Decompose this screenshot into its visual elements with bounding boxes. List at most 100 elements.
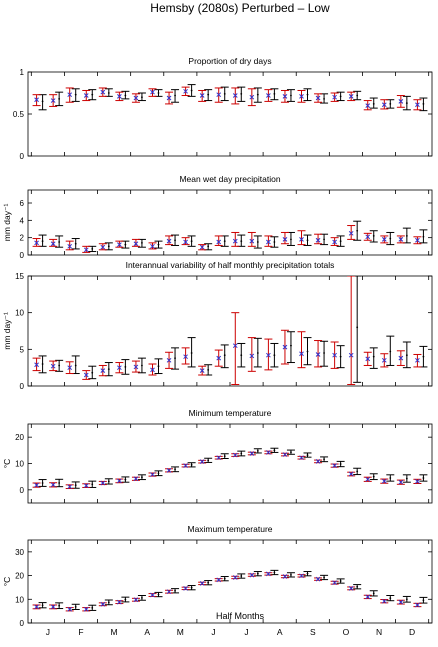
model-errorbar bbox=[264, 89, 273, 102]
observed-errorbar bbox=[419, 596, 428, 604]
observed-errorbar bbox=[320, 93, 329, 104]
observed-errorbar bbox=[402, 341, 411, 369]
observed-errorbar bbox=[320, 456, 329, 463]
mean-marker bbox=[216, 239, 222, 245]
mean-dot bbox=[240, 575, 243, 577]
mean-dot bbox=[74, 242, 77, 245]
mean-marker bbox=[100, 368, 106, 373]
mean-dot bbox=[174, 589, 176, 592]
mean-marker bbox=[232, 575, 238, 580]
mean-marker bbox=[34, 240, 39, 246]
panel-2: Mean wet day precipitation 0 2 4 6 mm day⁻¹ bbox=[2, 174, 433, 260]
observed-errorbar bbox=[286, 572, 295, 578]
mean-marker bbox=[117, 365, 122, 371]
observed-errorbar bbox=[187, 235, 196, 247]
model-errorbar bbox=[131, 476, 140, 482]
mean-dot bbox=[58, 364, 61, 367]
mean-dot bbox=[174, 357, 176, 360]
observed-errorbar bbox=[204, 243, 213, 251]
mean-dot bbox=[290, 573, 292, 576]
observed-errorbar bbox=[320, 233, 329, 246]
mean-dot bbox=[290, 238, 292, 241]
mean-dot bbox=[41, 604, 44, 607]
mean-dot bbox=[389, 103, 392, 105]
observed-errorbar bbox=[353, 90, 362, 101]
mean-dot bbox=[41, 482, 44, 484]
model-errorbar bbox=[314, 93, 323, 103]
mean-marker bbox=[83, 247, 89, 253]
mean-marker bbox=[332, 352, 337, 358]
observed-errorbar bbox=[353, 220, 362, 241]
mean-dot bbox=[306, 239, 309, 242]
y-tick-label: 2 bbox=[20, 234, 25, 243]
model-errorbar bbox=[115, 362, 124, 374]
mean-dot bbox=[273, 354, 276, 357]
mean-dot bbox=[306, 454, 309, 456]
mean-dot bbox=[124, 478, 127, 481]
mean-dot bbox=[207, 459, 210, 462]
model-errorbar bbox=[82, 483, 91, 488]
mean-dot bbox=[157, 593, 160, 596]
observed-errorbar bbox=[38, 234, 47, 247]
mean-dot bbox=[389, 237, 392, 240]
observed-errorbar bbox=[353, 276, 362, 383]
model-errorbar bbox=[363, 476, 372, 482]
mean-marker bbox=[266, 352, 271, 358]
model-errorbar bbox=[231, 575, 240, 580]
mean-marker bbox=[50, 98, 56, 103]
mean-marker bbox=[249, 94, 255, 100]
mean-dot bbox=[256, 241, 259, 243]
mean-marker bbox=[282, 344, 288, 350]
y-tick-label: 20 bbox=[15, 572, 24, 581]
mean-marker bbox=[381, 237, 387, 242]
model-errorbar bbox=[214, 349, 223, 367]
y-axis-label: mm day⁻¹ bbox=[2, 204, 12, 242]
model-errorbar bbox=[330, 341, 339, 369]
y-tick-label: 1 bbox=[20, 68, 25, 77]
mean-marker bbox=[348, 230, 354, 236]
observed-errorbar bbox=[55, 359, 64, 372]
model-errorbar bbox=[32, 482, 41, 488]
mean-marker bbox=[332, 463, 337, 468]
y-axis-label: °C bbox=[2, 577, 12, 587]
y-tick-label: 0 bbox=[20, 382, 25, 391]
observed-errorbar bbox=[270, 447, 279, 453]
mean-dot bbox=[58, 241, 61, 243]
observed-errorbar bbox=[353, 467, 362, 476]
mean-marker bbox=[83, 606, 89, 612]
mean-marker bbox=[398, 355, 404, 361]
mean-marker bbox=[34, 362, 39, 368]
mean-dot bbox=[91, 371, 94, 374]
model-errorbar bbox=[32, 604, 41, 610]
y-tick-label: 20 bbox=[15, 433, 24, 442]
series-marks bbox=[32, 84, 428, 112]
model-errorbar bbox=[363, 351, 372, 366]
mean-marker bbox=[315, 237, 321, 243]
observed-errorbar bbox=[121, 359, 130, 375]
mean-dot bbox=[422, 477, 425, 479]
mean-marker bbox=[266, 239, 271, 245]
model-errorbar bbox=[396, 350, 405, 366]
mean-dot bbox=[157, 92, 160, 94]
mean-marker bbox=[150, 243, 155, 249]
observed-errorbar bbox=[270, 88, 279, 101]
mean-dot bbox=[356, 94, 359, 97]
model-errorbar bbox=[165, 351, 174, 369]
panel-3: Interannual variability of half monthly … bbox=[2, 260, 433, 391]
mean-dot bbox=[107, 245, 110, 248]
y-tick-label: 30 bbox=[15, 548, 24, 557]
plot-frame bbox=[27, 189, 433, 256]
mean-dot bbox=[339, 240, 342, 243]
mean-marker bbox=[216, 577, 222, 583]
mean-dot bbox=[41, 363, 44, 365]
model-errorbar bbox=[247, 572, 256, 578]
mean-marker bbox=[133, 95, 139, 101]
mean-marker bbox=[166, 357, 172, 363]
panel-title: Proportion of dry days bbox=[188, 56, 271, 66]
mean-dot bbox=[356, 326, 359, 329]
mean-marker bbox=[332, 239, 337, 245]
model-errorbar bbox=[380, 235, 389, 244]
model-errorbar bbox=[380, 99, 389, 110]
mean-marker bbox=[415, 602, 420, 608]
month-label: M bbox=[177, 627, 184, 637]
